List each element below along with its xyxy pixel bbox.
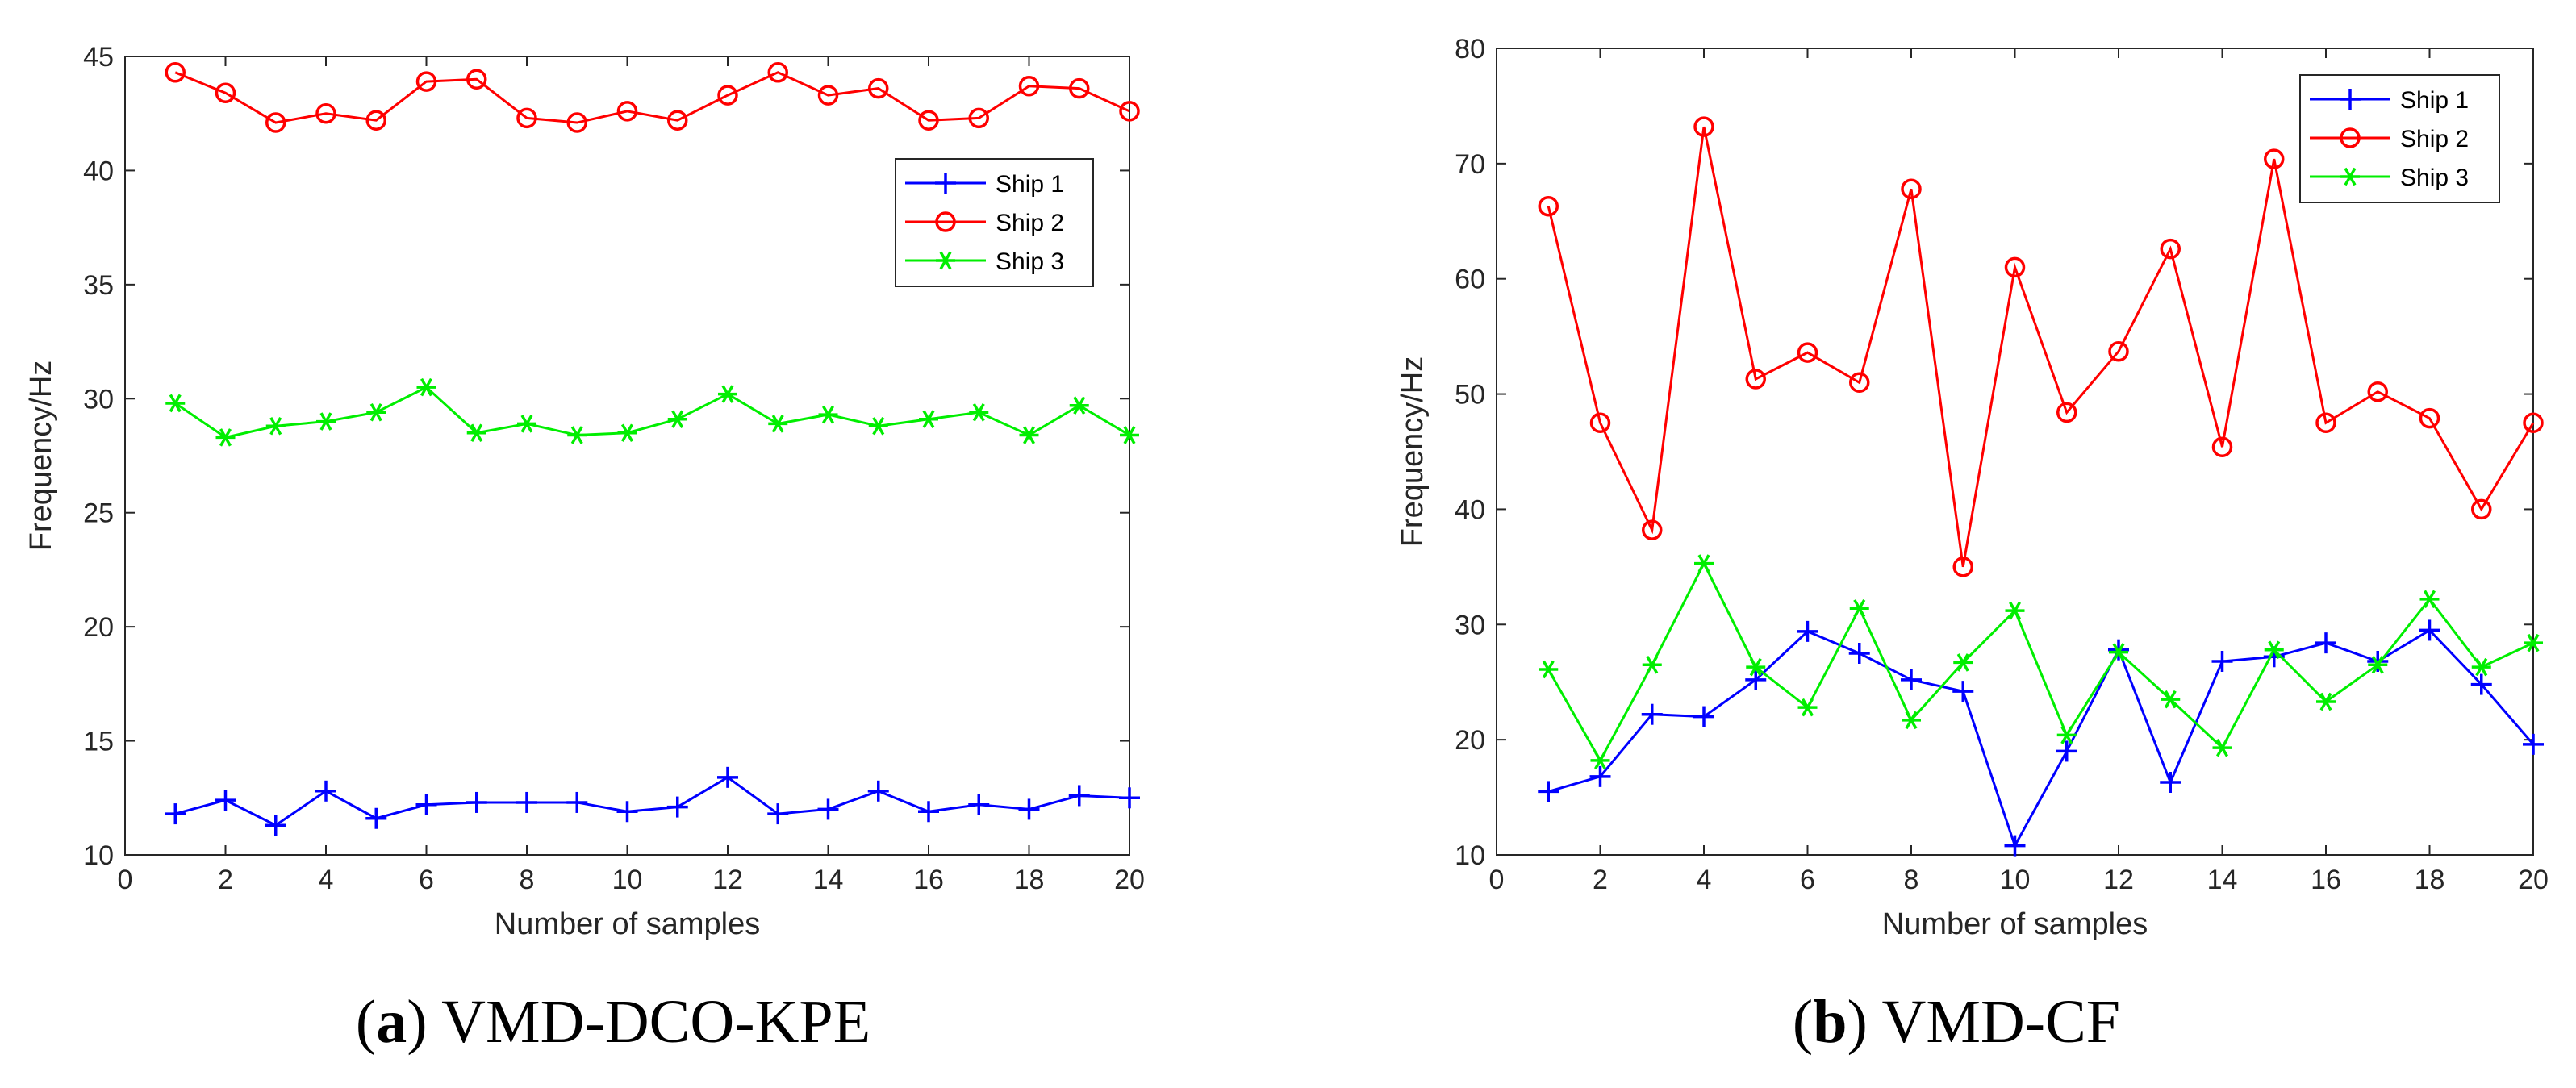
panel-b-y-tick-label-40: 40 — [1455, 494, 1485, 525]
panel-a-y-tick-label-40: 40 — [83, 156, 114, 186]
panel-a-x-tick-label-0: 0 — [118, 865, 133, 895]
panel-b-y-tick-label-70: 70 — [1455, 149, 1485, 180]
panel-a-caption-text: VMD-DCO-KPE — [441, 988, 870, 1056]
panel-b-x-tick-label-20: 20 — [2518, 865, 2549, 895]
panel-b-caption-letter: b — [1813, 988, 1847, 1056]
panel-b-legend-label-1: Ship 1 — [2400, 87, 2469, 114]
panel-a-x-tick-label-20: 20 — [1114, 865, 1145, 895]
panel-b-y-tick-label-30: 30 — [1455, 610, 1485, 640]
panel-b-legend-label-3: Ship 3 — [2400, 165, 2469, 191]
panel-b-x-tick-label-12: 12 — [2103, 865, 2134, 895]
panel-a-y-tick-label-20: 20 — [83, 612, 114, 643]
panel-b-chart: 0 2 4 6 8 10 12 14 16 18 20 10 20 30 40 50 60 70 80 Number … — [1396, 34, 2549, 941]
panel-b-y-axis-label: Frequency/Hz — [1396, 356, 1430, 548]
panel-a-legend-label-1: Ship 1 — [996, 171, 1064, 198]
panel-b-x-tick-label-16: 16 — [2311, 865, 2341, 895]
panel-a-legend-label-3: Ship 3 — [996, 248, 1064, 275]
panel-a-y-tick-label-25: 25 — [83, 498, 114, 529]
panel-a-x-tick-label-14: 14 — [813, 865, 844, 895]
panel-b-x-tick-label-2: 2 — [1593, 865, 1608, 895]
panel-a-x-tick-label-2: 2 — [218, 865, 233, 895]
figure: 0 2 4 6 8 10 12 14 16 18 201015202530354045Number … — [0, 0, 2576, 1088]
panel-a-x-tick-label-8: 8 — [520, 865, 535, 895]
panel-a-caption-letter: a — [376, 988, 407, 1056]
panel-a-y-tick-label-15: 15 — [83, 727, 114, 757]
panel-a-x-axis-label: Number of samples — [495, 907, 760, 941]
panel-b-caption: (b) VMD-CF — [1793, 988, 2120, 1056]
panel-b-y-tick-label-60: 60 — [1455, 265, 1485, 295]
panel-a-x-tick-label-16: 16 — [913, 865, 944, 895]
panel-b-y-tick-label-10: 10 — [1455, 840, 1485, 871]
panel-a-caption: (a) VMD-DCO-KPE — [356, 988, 870, 1056]
panel-b-y-tick-label-20: 20 — [1455, 725, 1485, 756]
panel-a-x-tick-label-6: 6 — [419, 865, 434, 895]
panel-b-x-tick-label-0: 0 — [1489, 865, 1505, 895]
panel-b-y-tick-label-80: 80 — [1455, 34, 1485, 65]
panel-a-y-axis-label: Frequency/Hz — [24, 361, 58, 552]
panel-b-legend-label-2: Ship 2 — [2400, 126, 2469, 152]
panel-a-y-tick-label-45: 45 — [83, 42, 114, 73]
panel-b-x-axis-label: Number of samples — [1882, 907, 2148, 941]
panel-b-legend: Ship 1 Ship 2 Ship 3 — [2300, 75, 2499, 202]
panel-a-x-tick-label-4: 4 — [319, 865, 334, 895]
panel-a-y-tick-label-35: 35 — [83, 270, 114, 301]
panel-b-x-tick-label-6: 6 — [1800, 865, 1815, 895]
panel-b-x-tick-label-18: 18 — [2415, 865, 2445, 895]
panel-b-x-tick-label-8: 8 — [1904, 865, 1919, 895]
panel-a-x-tick-label-12: 12 — [712, 865, 743, 895]
panel-a-legend: Ship 1 Ship 2 Ship 3 — [896, 159, 1093, 286]
panel-b-y-tick-label-50: 50 — [1455, 380, 1485, 411]
panel-a-x-tick-label-10: 10 — [612, 865, 643, 895]
panel-a-legend-label-2: Ship 2 — [996, 210, 1064, 236]
panel-b-x-tick-label-4: 4 — [1697, 865, 1712, 895]
panel-b-caption-text: VMD-CF — [1881, 988, 2120, 1056]
panel-a-chart: 0 2 4 6 8 10 12 14 16 18 20 10 15 20 25 30 35 40 45 Number … — [24, 42, 1145, 941]
panel-a-y-tick-label-10: 10 — [83, 840, 114, 871]
panel-a-x-tick-label-18: 18 — [1014, 865, 1045, 895]
panel-b-x-tick-label-10: 10 — [2000, 865, 2031, 895]
panel-b-x-tick-label-14: 14 — [2207, 865, 2238, 895]
panel-a-y-tick-label-30: 30 — [83, 384, 114, 415]
